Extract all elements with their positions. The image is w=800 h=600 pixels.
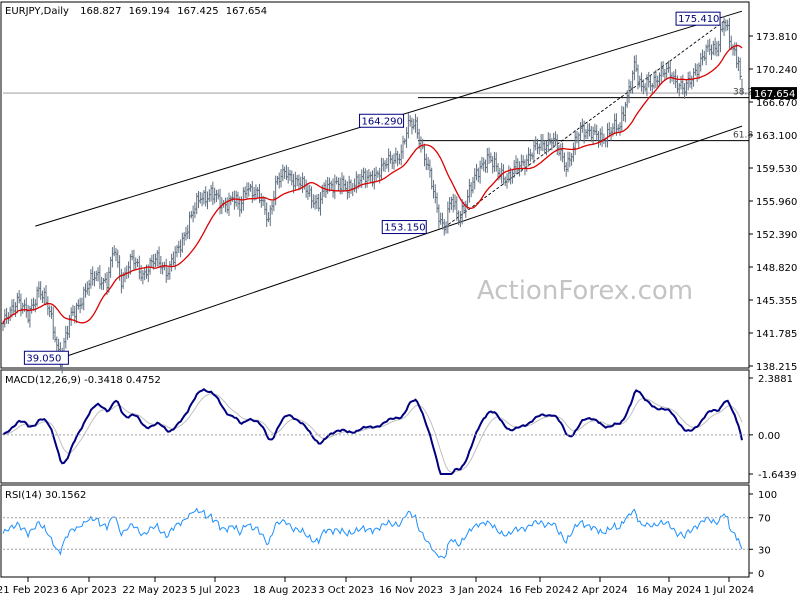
rsi-tick-label: 0 [758,569,764,580]
price-tick-label: 166.670 [756,98,797,109]
chart-title: EURJPY,Daily 168.827 169.194 167.425 167… [5,6,267,17]
price-tick-label: 148.820 [756,263,797,274]
rsi-tick-label: 100 [758,490,777,501]
swing-label-box [675,11,721,26]
rsi-line [2,507,743,559]
high-value: 169.194 [129,6,170,17]
swing-label-box [381,220,427,235]
date-tick-label: 21 Feb 2023 [0,585,59,596]
date-tick-label: 5 Jul 2023 [190,585,240,596]
last-price-box [751,87,797,100]
macd-axis: 2.3881 0.00 -1.6439 [3,374,797,481]
price-tick-label: 152.390 [756,230,797,241]
macd-pane-frame [0,369,750,484]
fib-swing-line [443,20,725,228]
price-tick-label: 170.240 [756,65,797,76]
last-price-marker: 167.654 [751,87,797,100]
macd-tick-label: 0.00 [758,431,780,442]
macd-lines [2,388,743,475]
date-tick-label: 16 Feb 2024 [509,585,571,596]
macd-tick-label: 2.3881 [758,374,793,385]
annotations: 175.410 164.290 153.150 39.050 [23,11,721,365]
date-tick-label: 18 Aug 2023 [253,585,317,596]
swing-label-box [359,113,405,128]
swing-label: 175.410 [678,14,719,25]
date-tick-label: 16 May 2024 [636,585,701,596]
price-tick-label: 145.355 [756,296,797,307]
macd-label: MACD(12,26,9) -0.3418 0.4752 [5,375,161,386]
fib-label: 61.8 [733,131,753,141]
swing-label: 153.150 [384,223,425,234]
date-axis: 21 Feb 2023 6 Apr 2023 22 May 2023 5 Jul 20… [0,577,754,596]
price-tick-label: 173.810 [756,32,797,43]
open-value: 168.827 [80,6,121,17]
low-value: 167.425 [177,6,218,17]
moving-average-line [2,44,743,324]
rsi-tick-label: 70 [758,514,771,525]
price-pane-frame [0,1,750,369]
close-value: 167.654 [226,6,267,17]
date-tick-label: 16 Nov 2023 [379,585,443,596]
ohlc-bar [740,75,744,96]
swing-label: 39.050 [26,353,61,364]
date-tick-label: 3 Jan 2024 [449,585,503,596]
watermark: ActionForex.com [477,276,693,306]
swing-label-box [23,350,69,365]
price-tick-label: 163.100 [756,131,797,142]
price-tick-label: 141.785 [756,329,797,340]
date-tick-label: 6 Apr 2023 [61,585,116,596]
date-tick-label: 22 May 2023 [122,585,187,596]
rsi-axis: 100 70 30 0 [3,490,777,580]
rsi-tick-label: 30 [758,545,771,556]
date-tick-label: 1 Jul 2024 [704,585,754,596]
date-tick-label: 2 Apr 2024 [572,585,627,596]
price-tick-label: 159.530 [756,164,797,175]
rsi-label: RSI(14) 30.1562 [5,490,86,501]
swing-label: 164.290 [362,116,403,127]
price-tick-label: 155.960 [756,197,797,208]
rsi-lines [2,507,743,559]
price-tick-label: 138.215 [756,362,797,373]
rsi-pane-frame [0,484,750,578]
channel-lower-line [60,125,743,359]
price-axis: 173.810 170.240 166.670 163.100 159.530 155.9… [749,32,797,373]
macd-main-line [2,388,743,475]
date-tick-label: 3 Oct 2023 [318,585,373,596]
last-price-label: 167.654 [754,89,795,100]
macd-tick-label: -1.6439 [758,470,797,481]
symbol-label: EURJPY,Daily [5,6,69,17]
